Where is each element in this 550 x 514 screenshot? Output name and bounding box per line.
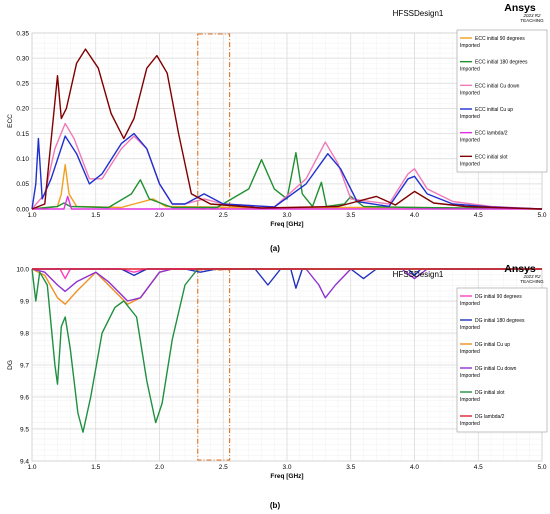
y-tick-label: 9.7 [20,362,29,369]
x-tick-label: 1.0 [27,212,36,219]
y-axis-label: ECC [7,114,14,128]
series-line-5 [32,195,542,210]
panel-dg: 1.0 1.5 2.0 2.5 3.0 3.5 4.0 4.5 5.0 9.4 9.5 9.6 9.7 9… [7,263,548,510]
legend-entry: DG initial 180 degrees [475,318,525,324]
x-tick-label: 3.5 [346,212,355,219]
series-line-2 [31,152,543,210]
ansys-edition: TEACHING [520,279,544,284]
x-tick-label: 2.0 [155,464,164,471]
legend-entry: DG initial 90 degrees [475,294,522,300]
x-tick-label: 3.0 [282,212,291,219]
x-tick-label: 1.5 [91,212,100,219]
x-tick-label: 4.0 [410,212,419,219]
legend-entry-sub: Imported [460,138,480,144]
ansys-version: 2023 R2 [522,274,541,279]
y-tick-label: 0.05 [16,181,29,188]
x-tick-label: 1.0 [27,464,36,471]
y-tick-label: 0.15 [16,131,29,138]
figure-caption: (b) [270,501,281,510]
design-title: HFSSDesign1 [393,270,444,279]
x-tick-label: 3.0 [282,464,291,471]
legend-entry: DG initial Cu down [475,366,517,372]
legend-entry-sub: Imported [460,90,480,96]
legend-entry-sub: Imported [460,301,480,307]
x-tick-label: 3.5 [346,464,355,471]
design-title: HFSSDesign1 [393,9,444,18]
panel-ecc: 1.0 1.5 2.0 2.5 3.0 3.5 4.0 4.5 5.0 0.00 0.05 0.10 0… [7,2,548,253]
legend-entry-sub: Imported [460,43,480,49]
legend-entry: ECC initial Cu down [475,83,520,89]
x-tick-label: 4.5 [474,212,483,219]
y-tick-label: 0.00 [16,206,29,213]
legend-entry-sub: Imported [460,373,480,379]
legend-entry: DG initial slot [475,390,505,396]
series-line-4 [31,132,543,210]
legend-box [456,287,548,433]
legend-entry-sub: Imported [460,67,480,73]
y-tick-label: 9.8 [20,330,29,337]
series-line-3 [31,122,543,210]
x-tick-label: 5.0 [537,212,546,219]
legend-entry-sub: Imported [460,325,480,331]
ansys-logo: Ansys [504,263,536,275]
x-axis-label: Freq [GHz] [270,473,303,480]
x-tick-label: 2.0 [155,212,164,219]
legend-entry-sub: Imported [460,114,480,120]
series-line-6 [31,48,543,210]
legend-box [456,29,548,173]
y-tick-label: 10.0 [16,266,29,273]
x-tick-label: 1.5 [91,464,100,471]
legend-entry: DG initial Cu up [475,342,510,348]
legend-entry-sub: Imported [460,349,480,355]
ansys-logo: Ansys [504,2,536,14]
y-tick-label: 0.35 [16,30,29,37]
legend-entry: ECC initial Cu up [475,107,513,113]
legend-entry: ECC initial slot [475,154,508,160]
y-tick-label: 9.5 [20,426,29,433]
legend-entry-sub: Imported [460,421,480,427]
y-tick-label: 9.9 [20,298,29,305]
figure-caption: (a) [270,244,280,253]
y-tick-label: 0.20 [16,106,29,113]
y-tick-label: 0.30 [16,55,29,62]
y-axis-label: DG [7,360,14,370]
x-tick-label: 2.5 [219,464,228,471]
legend-entry: ECC initial 180 degrees [475,60,528,66]
highlight-band [197,269,231,461]
legend-entry: ECC initial 90 degrees [475,36,525,42]
x-tick-label: 4.0 [410,464,419,471]
legend-entry: ECC lambda/2 [475,131,508,137]
y-tick-label: 9.4 [20,458,29,465]
x-tick-label: 2.5 [219,212,228,219]
y-tick-label: 0.25 [16,81,29,88]
series-line-5 [31,268,542,433]
legend-entry: DG lambda/2 [475,414,505,420]
ansys-edition: TEACHING [520,18,544,23]
x-tick-label: 5.0 [537,464,546,471]
y-tick-label: 0.10 [16,156,29,163]
y-tick-label: 9.6 [20,394,29,401]
legend-entry-sub: Imported [460,397,480,403]
legend-entry-sub: Imported [460,161,480,167]
x-axis-label: Freq [GHz] [270,221,303,228]
x-tick-label: 4.5 [474,464,483,471]
ansys-version: 2023 R2 [522,13,541,18]
